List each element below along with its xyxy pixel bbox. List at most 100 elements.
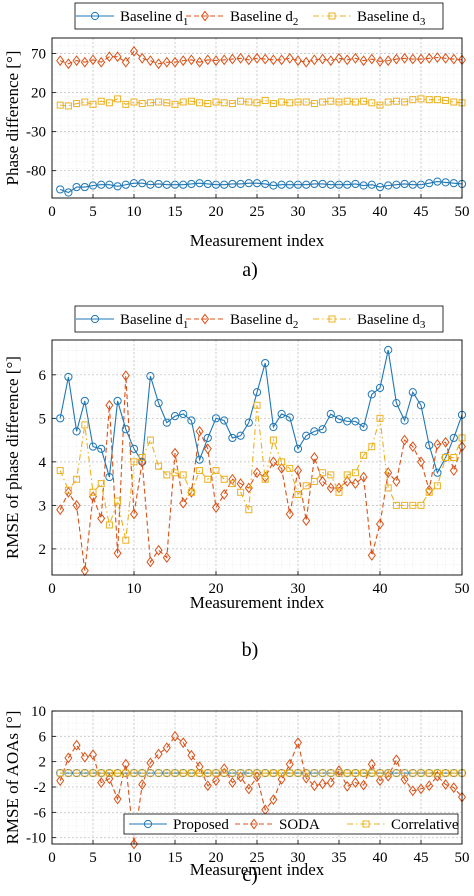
data-point (433, 439, 442, 450)
data-point (138, 52, 147, 64)
data-point (244, 783, 253, 795)
data-point (408, 53, 417, 65)
data-point (212, 98, 220, 106)
data-point (163, 471, 171, 479)
data-point (138, 769, 146, 777)
legend-entry-3: Baseline d3 (357, 312, 426, 331)
x-tick-label: 40 (373, 581, 388, 597)
x-tick-label: 30 (291, 581, 306, 597)
data-point (253, 769, 261, 777)
data-point (179, 98, 187, 106)
y-tick-label: 70 (31, 47, 46, 63)
data-point (302, 56, 311, 68)
data-point (253, 401, 261, 409)
data-point (88, 54, 98, 66)
data-point (228, 777, 237, 789)
data-point (64, 102, 72, 110)
data-point (146, 757, 155, 769)
legend-marker-icon (328, 12, 336, 20)
y-axis-label: RMSE of AOAs [°] (3, 711, 22, 845)
data-point (433, 468, 442, 477)
data-point (237, 769, 245, 777)
data-point (155, 769, 163, 777)
series-2 (56, 45, 467, 70)
data-point (359, 779, 368, 791)
data-point (368, 769, 376, 777)
data-point (417, 501, 425, 509)
series-1 (56, 177, 467, 197)
data-point (293, 55, 303, 67)
data-point (88, 442, 98, 451)
panel-label: c) (242, 864, 258, 886)
data-point (81, 769, 89, 777)
data-point (343, 780, 352, 792)
data-point (359, 422, 368, 432)
x-tick-label: 0 (48, 581, 56, 597)
data-point (195, 56, 204, 68)
data-point (351, 777, 360, 789)
data-point (318, 778, 327, 790)
data-point (425, 780, 434, 792)
x-tick-label: 25 (250, 204, 265, 220)
y-tick-label: 20 (31, 86, 46, 102)
data-point (228, 433, 237, 443)
data-point (187, 97, 195, 105)
data-point (261, 768, 270, 778)
data-point (121, 180, 130, 189)
data-point (400, 434, 409, 446)
data-point (236, 431, 245, 440)
data-point (113, 396, 122, 406)
data-point (416, 53, 426, 65)
data-point (155, 462, 163, 470)
data-point (294, 769, 302, 777)
y-axis-label: Phase difference [°] (3, 51, 22, 186)
data-point (384, 181, 393, 190)
data-point (450, 769, 458, 777)
data-point (171, 769, 179, 777)
data-point (442, 769, 450, 777)
data-point (154, 544, 163, 556)
x-tick-label: 20 (209, 581, 224, 597)
data-point (310, 477, 318, 485)
legend-entry-3: Correlative (391, 817, 459, 833)
legend-marker-icon (200, 10, 210, 22)
data-point (162, 552, 171, 564)
data-point (425, 441, 434, 450)
data-point (408, 785, 417, 797)
data-point (138, 100, 146, 108)
data-point (72, 768, 81, 778)
legend-entry-1: Baseline d1 (120, 9, 188, 28)
data-point (114, 497, 122, 505)
y-tick-label: 5 (39, 411, 47, 427)
data-point (195, 179, 204, 188)
data-point (401, 98, 409, 106)
data-point (318, 425, 327, 434)
data-point (244, 179, 253, 188)
data-point (278, 769, 286, 777)
legend-marker-icon (90, 11, 100, 21)
data-point (171, 100, 179, 108)
data-point (252, 52, 262, 64)
series-3 (56, 401, 466, 544)
data-point (154, 748, 163, 760)
data-point (334, 180, 344, 189)
series-line (60, 50, 463, 65)
data-point (187, 54, 196, 66)
data-point (64, 752, 73, 764)
data-point (97, 777, 106, 789)
data-point (56, 414, 65, 423)
data-point (97, 769, 105, 777)
data-point (228, 179, 237, 189)
data-point (269, 422, 278, 432)
data-point (334, 52, 344, 64)
data-point (351, 179, 360, 189)
data-point (211, 775, 221, 787)
data-point (302, 180, 311, 189)
data-point (97, 480, 105, 488)
x-tick-label: 40 (373, 850, 388, 866)
data-point (425, 179, 434, 188)
data-point (89, 769, 97, 777)
data-point (408, 441, 417, 453)
data-point (179, 55, 188, 67)
data-point (72, 427, 81, 436)
